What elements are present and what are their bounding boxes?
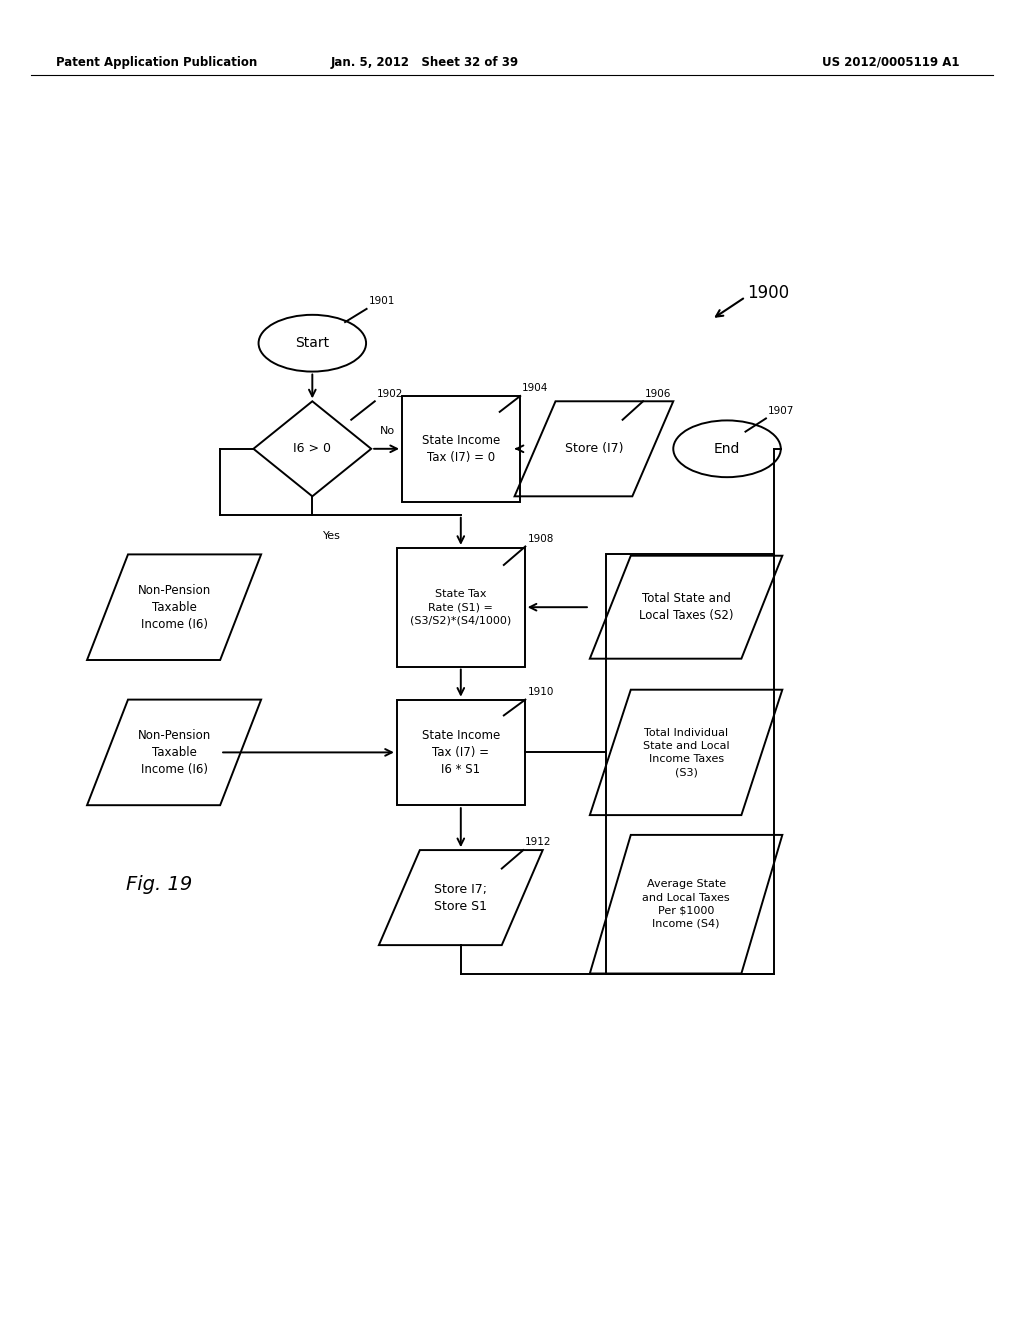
Text: 1904: 1904 — [522, 383, 549, 393]
Bar — [606, 554, 774, 974]
Text: State Income
Tax (I7) = 0: State Income Tax (I7) = 0 — [422, 434, 500, 463]
Text: 1902: 1902 — [377, 388, 403, 399]
Text: Yes: Yes — [323, 531, 340, 541]
Text: Start: Start — [295, 337, 330, 350]
Text: 1912: 1912 — [525, 837, 552, 847]
Text: Store I7;
Store S1: Store I7; Store S1 — [434, 883, 487, 912]
Text: US 2012/0005119 A1: US 2012/0005119 A1 — [822, 55, 959, 69]
Text: Store (I7): Store (I7) — [564, 442, 624, 455]
Text: Patent Application Publication: Patent Application Publication — [56, 55, 258, 69]
Text: Total State and
Local Taxes (S2): Total State and Local Taxes (S2) — [639, 593, 733, 622]
Text: 1900: 1900 — [748, 284, 790, 302]
Text: Jan. 5, 2012   Sheet 32 of 39: Jan. 5, 2012 Sheet 32 of 39 — [331, 55, 519, 69]
Bar — [397, 700, 524, 805]
Text: 1908: 1908 — [527, 533, 554, 544]
Text: State Income
Tax (I7) =
I6 * S1: State Income Tax (I7) = I6 * S1 — [422, 729, 500, 776]
Text: 1907: 1907 — [768, 405, 795, 416]
Text: Fig. 19: Fig. 19 — [126, 875, 191, 894]
Text: 1910: 1910 — [527, 686, 554, 697]
Bar — [401, 396, 520, 502]
Text: Non-Pension
Taxable
Income (I6): Non-Pension Taxable Income (I6) — [137, 729, 211, 776]
Text: I6 > 0: I6 > 0 — [293, 442, 332, 455]
Text: Total Individual
State and Local
Income Taxes
(S3): Total Individual State and Local Income … — [643, 727, 729, 777]
Text: Average State
and Local Taxes
Per $1000
Income (S4): Average State and Local Taxes Per $1000 … — [642, 879, 730, 929]
Bar — [397, 548, 524, 667]
Text: 1901: 1901 — [369, 296, 395, 306]
Text: State Tax
Rate (S1) =
(S3/S2)*(S4/1000): State Tax Rate (S1) = (S3/S2)*(S4/1000) — [411, 589, 511, 626]
Text: End: End — [714, 442, 740, 455]
Text: Non-Pension
Taxable
Income (I6): Non-Pension Taxable Income (I6) — [137, 583, 211, 631]
Text: No: No — [379, 425, 394, 436]
Text: 1906: 1906 — [645, 388, 672, 399]
